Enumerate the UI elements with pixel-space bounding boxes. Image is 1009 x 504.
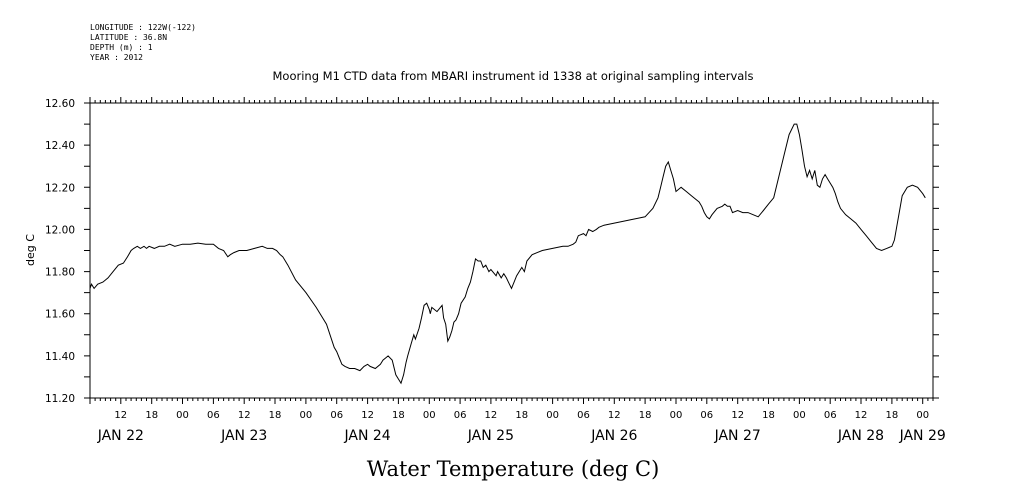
header-depth: DEPTH (m) : 1 — [90, 43, 153, 52]
x-tick-label: 12 — [485, 410, 498, 421]
x-tick-label: 00 — [793, 410, 806, 421]
y-tick-label: 12.60 — [45, 98, 75, 110]
x-tick-label: 12 — [855, 410, 868, 421]
x-tick-label: 18 — [145, 410, 158, 421]
x-tick-label: 06 — [207, 410, 220, 421]
x-tick-label: 06 — [454, 410, 467, 421]
x-tick-label: 12 — [731, 410, 744, 421]
x-tick-label: 06 — [577, 410, 590, 421]
header-year: YEAR : 2012 — [90, 53, 143, 62]
x-axis-ticks: 12 18 00 06 12 18 00 06 12 18 00 06 12 18 00 06 12 18 00 06… — [114, 410, 929, 421]
x-tick-label: 18 — [515, 410, 528, 421]
x-tick-label: 18 — [392, 410, 405, 421]
tick-marks — [84, 97, 939, 404]
chart-title: Mooring M1 CTD data from MBARI instrumen… — [273, 69, 754, 83]
header-latitude: LATITUDE : 36.8N — [90, 33, 167, 42]
x-tick-label: 00 — [546, 410, 559, 421]
x-day-label: JAN 25 — [467, 428, 514, 444]
x-day-label: JAN 23 — [220, 428, 267, 444]
x-tick-label: 00 — [176, 410, 189, 421]
x-tick-label: 00 — [423, 410, 436, 421]
x-axis-label: Water Temperature (deg C) — [367, 457, 660, 481]
y-tick-label: 12.40 — [45, 140, 75, 152]
x-tick-label: 00 — [916, 410, 929, 421]
x-tick-label: 18 — [886, 410, 899, 421]
x-tick-label: 12 — [238, 410, 251, 421]
x-tick-label: 12 — [361, 410, 374, 421]
x-tick-label: 06 — [824, 410, 837, 421]
x-tick-label: 18 — [762, 410, 775, 421]
x-tick-label: 00 — [670, 410, 683, 421]
x-tick-label: 06 — [700, 410, 713, 421]
x-day-label: JAN 26 — [590, 428, 637, 444]
y-tick-label: 12.20 — [45, 182, 75, 194]
x-tick-label: 18 — [639, 410, 652, 421]
x-tick-label: 12 — [608, 410, 621, 421]
y-tick-label: 11.40 — [45, 351, 75, 363]
x-day-label: JAN 27 — [714, 428, 761, 444]
x-day-label: JAN 29 — [899, 428, 946, 444]
series-line-water-temperature — [89, 123, 926, 385]
x-axis-day-labels: JAN 22 JAN 23 JAN 24 JAN 25 JAN 26 JAN 27 JAN … — [97, 428, 946, 444]
y-axis-label: deg C — [24, 234, 37, 266]
minor-ticks — [84, 97, 939, 404]
y-axis-ticks: 11.20 11.40 11.60 11.80 12.00 12.20 12.40 12.60 — [45, 98, 75, 405]
plot-frame — [89, 102, 934, 399]
x-tick-label: 00 — [300, 410, 313, 421]
y-tick-label: 12.00 — [45, 224, 75, 236]
x-day-label: JAN 22 — [97, 428, 144, 444]
x-day-label: JAN 24 — [343, 428, 390, 444]
y-tick-label: 11.60 — [45, 309, 75, 321]
x-day-label: JAN 28 — [837, 428, 884, 444]
x-tick-label: 18 — [269, 410, 282, 421]
y-tick-label: 11.80 — [45, 267, 75, 279]
header-longitude: LONGITUDE : 122W(-122) — [90, 23, 196, 32]
x-tick-label: 12 — [114, 410, 127, 421]
x-tick-label: 06 — [330, 410, 343, 421]
y-tick-label: 11.20 — [45, 393, 75, 405]
